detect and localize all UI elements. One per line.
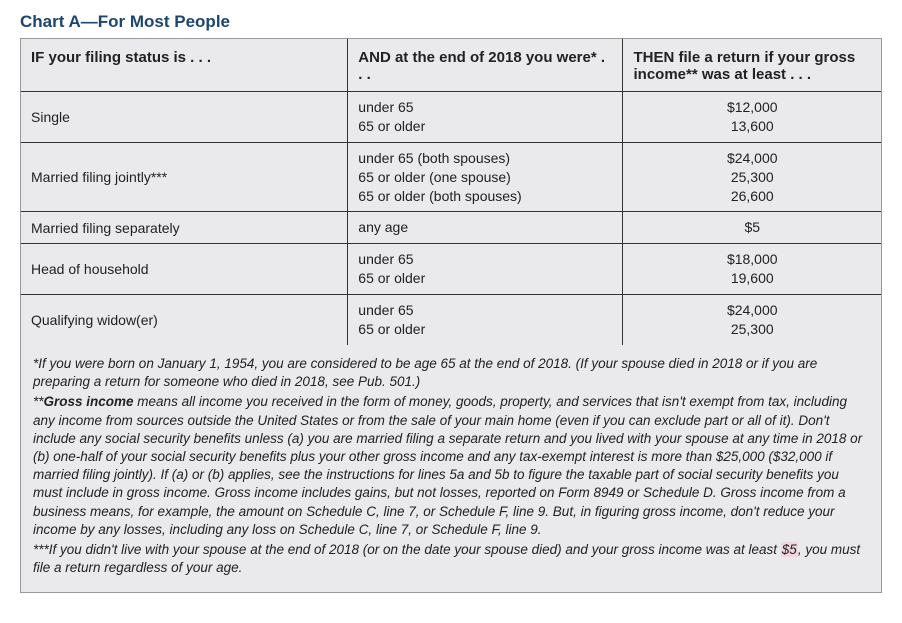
age-line: under 65 <box>358 98 612 117</box>
amount-cell: $18,00019,600 <box>623 244 881 295</box>
footnote-3: ***If you didn't live with your spouse a… <box>33 541 869 577</box>
age-line: 65 or older <box>358 117 612 136</box>
amount-line: $24,000 <box>633 301 871 320</box>
status-cell: Married filing jointly*** <box>21 142 348 212</box>
table-row: Singleunder 6565 or older$12,00013,600 <box>21 92 881 143</box>
age-line: 65 or older (one spouse) <box>358 168 612 187</box>
footnote-1: *If you were born on January 1, 1954, yo… <box>33 355 869 391</box>
amount-line: 26,600 <box>633 187 871 206</box>
footnote-3-highlight: $5 <box>781 542 798 557</box>
table-row: Head of householdunder 6565 or older$18,… <box>21 244 881 295</box>
table-row: Married filing jointly***under 65 (both … <box>21 142 881 212</box>
amount-line: $5 <box>633 218 871 237</box>
amount-line: 25,300 <box>633 168 871 187</box>
chart-box: IF your filing status is . . . AND at th… <box>20 38 882 593</box>
age-line: under 65 (both spouses) <box>358 149 612 168</box>
amount-line: $24,000 <box>633 149 871 168</box>
age-cell: under 65 (both spouses)65 or older (one … <box>348 142 623 212</box>
col-header-status: IF your filing status is . . . <box>21 39 348 92</box>
age-cell: any age <box>348 212 623 244</box>
col-header-income: THEN file a return if your gross income*… <box>623 39 881 92</box>
amount-cell: $5 <box>623 212 881 244</box>
age-cell: under 6565 or older <box>348 295 623 345</box>
amount-line: $18,000 <box>633 250 871 269</box>
footnotes: *If you were born on January 1, 1954, yo… <box>21 345 881 592</box>
amount-cell: $24,00025,300 <box>623 295 881 345</box>
amount-line: $12,000 <box>633 98 871 117</box>
age-line: 65 or older <box>358 269 612 288</box>
age-cell: under 6565 or older <box>348 92 623 143</box>
status-cell: Married filing separately <box>21 212 348 244</box>
age-line: 65 or older <box>358 320 612 339</box>
status-cell: Qualifying widow(er) <box>21 295 348 345</box>
age-line: any age <box>358 218 612 237</box>
footnote-2-rest: means all income you received in the for… <box>33 394 862 537</box>
footnote-2: **Gross income means all income you rece… <box>33 393 869 539</box>
status-cell: Single <box>21 92 348 143</box>
amount-cell: $12,00013,600 <box>623 92 881 143</box>
table-row: Married filing separately any age $5 <box>21 212 881 244</box>
amount-line: 19,600 <box>633 269 871 288</box>
footnote-2-lead: ** <box>33 394 44 409</box>
age-line: 65 or older (both spouses) <box>358 187 612 206</box>
age-cell: under 6565 or older <box>348 244 623 295</box>
filing-requirement-table: IF your filing status is . . . AND at th… <box>21 39 881 345</box>
col-header-age: AND at the end of 2018 you were* . . . <box>348 39 623 92</box>
amount-line: 25,300 <box>633 320 871 339</box>
age-line: under 65 <box>358 250 612 269</box>
footnote-2-bold: Gross income <box>44 394 134 409</box>
amount-cell: $24,00025,30026,600 <box>623 142 881 212</box>
footnote-3-before: ***If you didn't live with your spouse a… <box>33 542 781 557</box>
status-cell: Head of household <box>21 244 348 295</box>
chart-title: Chart A—For Most People <box>20 12 882 32</box>
table-row: Qualifying widow(er)under 6565 or older$… <box>21 295 881 345</box>
amount-line: 13,600 <box>633 117 871 136</box>
age-line: under 65 <box>358 301 612 320</box>
